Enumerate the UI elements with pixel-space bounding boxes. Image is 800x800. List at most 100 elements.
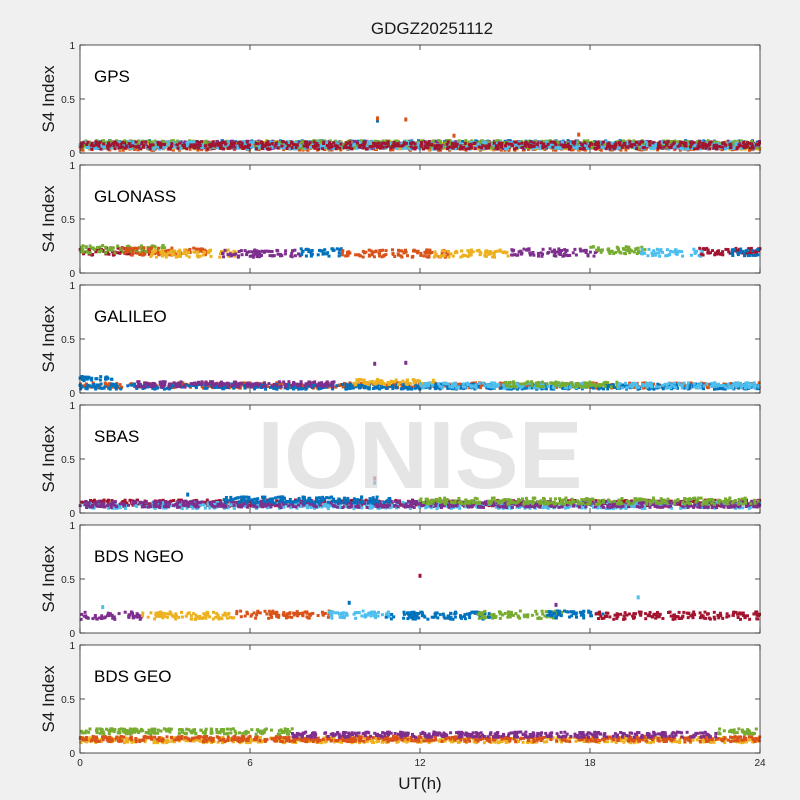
data-point — [90, 376, 94, 380]
data-point — [141, 144, 145, 148]
data-point — [391, 148, 395, 152]
data-point — [481, 146, 485, 150]
data-point — [668, 143, 672, 147]
data-point — [267, 143, 271, 147]
data-point — [325, 140, 329, 144]
data-point — [297, 146, 301, 150]
data-point — [104, 245, 108, 249]
data-point — [731, 254, 735, 257]
data-point — [275, 248, 279, 252]
data-point — [226, 144, 230, 148]
data-point — [558, 253, 562, 256]
data-point — [445, 147, 449, 151]
data-point — [267, 147, 271, 151]
data-point — [198, 144, 202, 148]
data-point — [223, 248, 227, 252]
data-point — [499, 143, 503, 147]
data-point — [458, 147, 462, 151]
data-point — [693, 147, 697, 151]
data-point — [333, 144, 337, 148]
data-point — [323, 248, 327, 252]
data-point — [531, 251, 535, 254]
data-point — [469, 248, 473, 252]
data-point — [126, 249, 130, 253]
data-point — [138, 253, 142, 256]
data-point — [736, 251, 740, 255]
data-point — [449, 145, 453, 149]
data-point — [500, 145, 504, 149]
data-point — [330, 247, 334, 251]
data-point — [232, 143, 235, 147]
data-point — [90, 247, 94, 250]
data-point — [509, 141, 513, 145]
data-point — [416, 142, 420, 145]
data-point — [685, 147, 689, 151]
data-point — [467, 147, 471, 151]
y-tick-label: 0.5 — [61, 95, 75, 106]
data-point — [342, 142, 346, 146]
data-point — [625, 140, 629, 144]
data-point — [109, 246, 112, 250]
data-point — [228, 146, 231, 150]
data-point — [587, 147, 591, 150]
data-point — [211, 142, 215, 146]
data-point — [170, 253, 174, 257]
data-point — [350, 147, 354, 151]
data-point — [706, 144, 710, 148]
data-point — [126, 247, 130, 251]
y-axis-label: S4 Index — [39, 65, 58, 133]
data-point — [514, 140, 518, 144]
data-point — [248, 143, 252, 147]
data-point — [425, 248, 429, 252]
data-point — [531, 147, 535, 151]
data-point — [437, 145, 441, 149]
data-point — [696, 140, 700, 144]
data-point — [446, 253, 450, 257]
data-point — [121, 148, 125, 152]
data-point — [532, 144, 536, 148]
data-point — [182, 252, 186, 255]
data-point — [287, 140, 291, 144]
data-point — [524, 146, 528, 150]
data-point — [551, 145, 555, 149]
data-point — [621, 139, 625, 143]
data-point — [671, 250, 675, 254]
data-point — [575, 143, 579, 147]
data-point — [400, 249, 404, 253]
data-point — [747, 251, 751, 255]
data-point — [188, 145, 192, 149]
data-point — [437, 147, 441, 151]
data-point — [381, 145, 385, 149]
data-point — [274, 141, 278, 145]
data-point — [488, 250, 492, 253]
data-point — [496, 139, 500, 143]
data-point — [123, 146, 127, 150]
data-point — [81, 244, 85, 248]
data-point — [449, 252, 453, 256]
data-point — [641, 142, 645, 146]
data-point — [165, 253, 169, 257]
data-point — [689, 253, 693, 257]
data-point — [119, 142, 123, 146]
data-point — [617, 248, 620, 251]
data-point — [517, 142, 521, 146]
data-point — [581, 147, 585, 151]
data-point — [176, 146, 180, 150]
data-point — [674, 251, 678, 255]
data-point — [201, 143, 205, 147]
data-point — [247, 250, 251, 254]
data-point — [155, 249, 159, 253]
data-point — [313, 146, 317, 150]
data-point — [537, 254, 540, 258]
data-point — [80, 141, 84, 145]
data-point — [657, 144, 660, 147]
data-point — [665, 248, 669, 252]
data-point — [157, 246, 160, 250]
data-point — [487, 146, 490, 150]
data-point — [227, 254, 231, 258]
data-point — [391, 248, 394, 252]
data-point — [105, 375, 108, 379]
data-point — [535, 142, 539, 146]
data-point — [391, 252, 395, 255]
data-point — [516, 253, 520, 257]
